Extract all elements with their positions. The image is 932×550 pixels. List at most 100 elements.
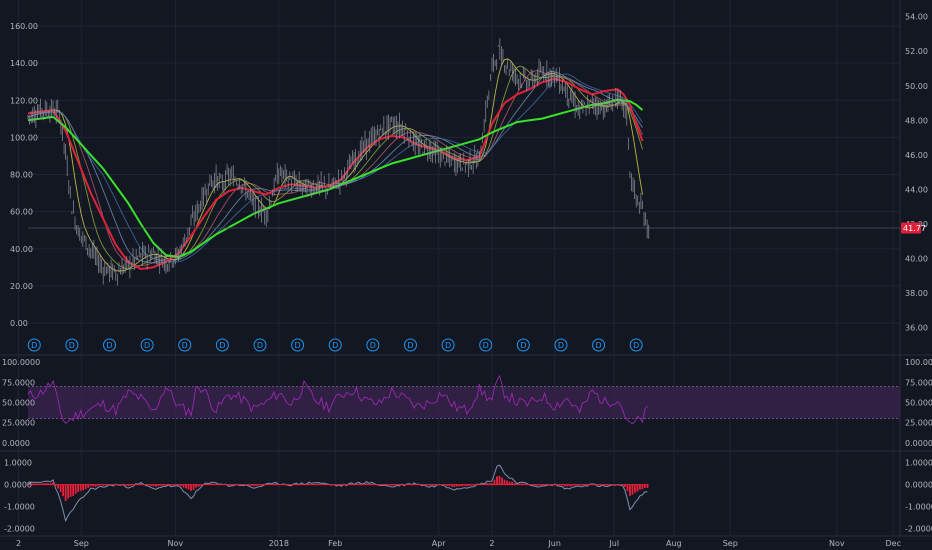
- dividend-marker-label: D: [144, 341, 150, 350]
- dividend-marker[interactable]: [27, 338, 41, 352]
- oscillator-histogram: [28, 475, 649, 501]
- oscillator-bar: [641, 484, 644, 490]
- oscillator-bar: [200, 484, 202, 486]
- oscillator-bar: [450, 484, 453, 487]
- right-axis-tick: 44.00: [905, 185, 928, 194]
- x-axis-tick: Feb: [328, 539, 342, 548]
- oscillator-bar: [428, 484, 431, 486]
- oscillator-bar: [54, 484, 57, 487]
- dividend-marker[interactable]: [479, 338, 493, 352]
- right-axis-tick: 40.00: [905, 255, 928, 264]
- rsi-right-tick: 100.0000: [905, 358, 932, 367]
- oscillator-bar: [307, 483, 310, 485]
- oscillator-bar: [571, 484, 574, 486]
- oscillator-bar: [631, 484, 634, 495]
- oscillator-bar: [252, 484, 255, 487]
- oscillator-bar: [468, 484, 471, 486]
- oscillator-bar: [455, 484, 458, 487]
- dividend-marker-label: D: [219, 341, 225, 350]
- dividend-marker[interactable]: [140, 338, 154, 352]
- x-axis-tick: Aug: [666, 539, 682, 548]
- oscillator-bar: [448, 484, 451, 487]
- oscillator-bar: [74, 484, 77, 494]
- oscillator-bar: [536, 484, 539, 486]
- osc-right-tick: -2.0000: [905, 525, 932, 534]
- dividend-marker[interactable]: [291, 338, 305, 352]
- oscillator-bar: [67, 484, 70, 499]
- oscillator-bar: [521, 483, 523, 485]
- oscillator-bar: [124, 484, 127, 486]
- left-axis-tick: 120.00: [10, 96, 38, 105]
- oscillator-bar: [370, 483, 373, 485]
- dividend-marker[interactable]: [403, 338, 417, 352]
- osc-left-tick: 0.0000: [4, 481, 32, 490]
- oscillator-bar: [393, 484, 396, 486]
- dividend-marker[interactable]: [592, 338, 606, 352]
- dividend-marker[interactable]: [516, 338, 530, 352]
- oscillator-bar: [64, 484, 67, 501]
- oscillator-bar: [182, 484, 185, 488]
- rsi-left-tick: 75.0000: [2, 378, 35, 387]
- oscillator-bar: [250, 484, 253, 486]
- rsi-left-tick: 25.0000: [2, 419, 35, 428]
- osc-left-tick: -1.0000: [4, 503, 35, 512]
- x-axis-tick: Dec: [886, 539, 901, 548]
- dividend-marker-label: D: [295, 341, 301, 350]
- dividend-marker-label: D: [633, 341, 639, 350]
- oscillator-bar: [57, 484, 59, 489]
- left-axis-tick: 100.00: [10, 133, 38, 142]
- oscillator-bar: [433, 484, 436, 486]
- oscillator-bar: [498, 475, 501, 485]
- oscillator-bar: [185, 484, 187, 489]
- oscillator-bar: [190, 484, 192, 491]
- dividend-marker-label: D: [332, 341, 338, 350]
- oscillator-bar: [195, 484, 197, 488]
- left-axis-tick: 40.00: [10, 245, 33, 254]
- dividend-marker[interactable]: [103, 338, 117, 352]
- oscillator-bar: [624, 484, 626, 488]
- dividend-marker[interactable]: [253, 338, 267, 352]
- dividend-marker-label: D: [257, 341, 263, 350]
- rsi-line: [27, 374, 648, 425]
- osc-right-tick: 0.0000: [905, 481, 932, 490]
- dividend-marker-label: D: [483, 341, 489, 350]
- oscillator-bar: [97, 484, 100, 486]
- oscillator-bar: [34, 483, 37, 485]
- oscillator-bar: [466, 484, 468, 487]
- oscillator-line: [27, 464, 648, 523]
- oscillator-bar: [84, 484, 87, 490]
- dividend-marker[interactable]: [215, 338, 229, 352]
- oscillator-bar: [59, 484, 62, 493]
- rsi-band-fill: [28, 386, 900, 419]
- dividend-marker-label: D: [595, 341, 601, 350]
- right-axis-tick: 38.00: [905, 289, 928, 298]
- oscillator-bar: [496, 476, 498, 485]
- dividend-marker[interactable]: [328, 338, 342, 352]
- oscillator-bar: [192, 484, 195, 490]
- right-axis-tick: 36.00: [905, 324, 928, 333]
- oscillator-bar: [149, 484, 152, 486]
- oscillator-bar: [44, 483, 47, 485]
- dividend-marker[interactable]: [65, 338, 79, 352]
- price-candles: [27, 38, 650, 286]
- oscillator-bar: [518, 483, 521, 485]
- x-axis-tick: Jun: [547, 539, 561, 548]
- x-axis-tick: Nov: [829, 539, 845, 548]
- left-axis-tick: 160.00: [10, 22, 38, 31]
- left-axis-tick: 140.00: [10, 59, 38, 68]
- dividend-marker[interactable]: [629, 338, 643, 352]
- last-price-label: 41.77: [903, 224, 926, 233]
- dividend-marker[interactable]: [554, 338, 568, 352]
- oscillator-bar: [511, 481, 513, 485]
- dividend-marker[interactable]: [178, 338, 192, 352]
- right-axis-tick: 48.00: [905, 116, 928, 125]
- dividend-marker[interactable]: [441, 338, 455, 352]
- axis-labels: 160.00 140.00 120.00 100.00 80.00 60.00 40.00 2…: [2, 13, 932, 548]
- oscillator-bar: [87, 484, 90, 488]
- dividend-marker[interactable]: [366, 338, 380, 352]
- oscillator-bar: [39, 483, 42, 485]
- dividend-marker-label: D: [31, 341, 37, 350]
